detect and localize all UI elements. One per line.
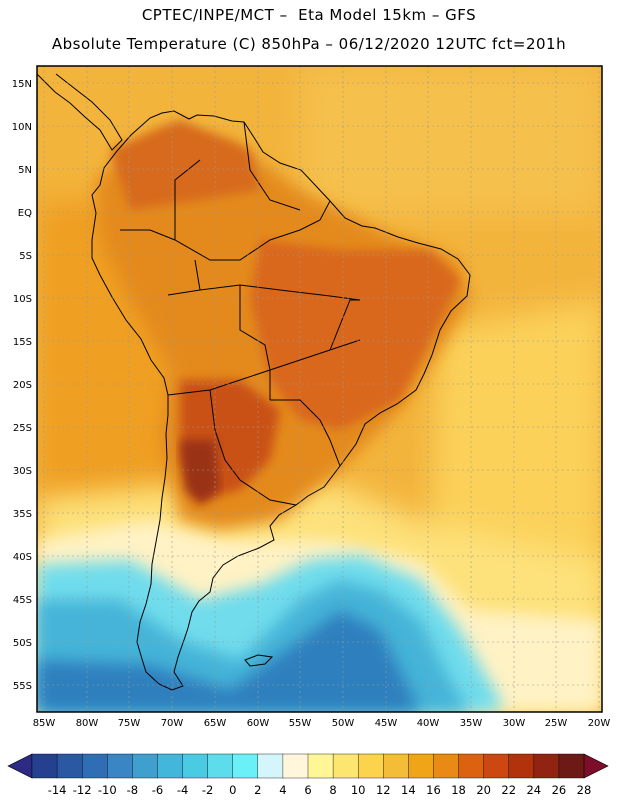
lat-label: 5N bbox=[18, 165, 32, 176]
colorbar-cell bbox=[257, 753, 284, 779]
lat-label: 40S bbox=[13, 552, 32, 563]
colorbar-cell bbox=[433, 753, 460, 779]
colorbar-cell bbox=[282, 753, 309, 779]
colorbar-label: -8 bbox=[127, 783, 138, 797]
graticule bbox=[37, 66, 602, 712]
colorbar-cell bbox=[132, 753, 158, 779]
colorbar-cell bbox=[483, 753, 510, 779]
colorbar-label: 10 bbox=[351, 783, 366, 797]
colorbar-label: 6 bbox=[304, 783, 311, 797]
lat-label: 15N bbox=[12, 79, 32, 90]
lon-label: 80W bbox=[76, 718, 99, 729]
map-title-line2: Absolute Temperature (C) 850hPa – 06/12/… bbox=[51, 35, 567, 53]
map-frame bbox=[36, 65, 603, 713]
lon-label: 45W bbox=[375, 718, 398, 729]
lon-label: 75W bbox=[118, 718, 141, 729]
lat-label: EQ bbox=[18, 208, 32, 219]
colorbar-cell bbox=[157, 753, 184, 779]
colorbar-label: 12 bbox=[376, 783, 391, 797]
colorbar-cell bbox=[458, 753, 485, 779]
lat-label: 25S bbox=[13, 423, 32, 434]
colorbar-label: 16 bbox=[426, 783, 441, 797]
field-north-ocean bbox=[300, 66, 602, 216]
colorbar-labels: -14 -12 -10 -8 -6 -4 -2 0 2 4 6 8 10 12 14 16 18 20 22 24 26… bbox=[48, 783, 592, 797]
lat-label: 15S bbox=[13, 337, 32, 348]
lon-label: 60W bbox=[247, 718, 270, 729]
lat-label: 55S bbox=[13, 681, 32, 692]
lat-label: 35S bbox=[13, 509, 32, 520]
colorbar-label: 20 bbox=[476, 783, 491, 797]
colorbar: -14 -12 -10 -8 -6 -4 -2 0 2 4 6 8 10 12 14 16 18 20 22 24 26… bbox=[7, 753, 609, 797]
colorbar-label: 8 bbox=[329, 783, 336, 797]
lon-label: 40W bbox=[417, 718, 440, 729]
colorbar-cell bbox=[533, 753, 560, 779]
field-brazil-hot bbox=[250, 240, 460, 430]
central-america-coastline bbox=[37, 73, 123, 151]
colorbar-label: -4 bbox=[177, 783, 188, 797]
colorbar-cell bbox=[56, 753, 83, 779]
colorbar-cell bbox=[182, 753, 209, 779]
colorbar-label: 18 bbox=[451, 783, 466, 797]
map-title-line1: CPTEC/INPE/MCT – Eta Model 15km – GFS bbox=[141, 6, 477, 24]
colorbar-label: 22 bbox=[501, 783, 516, 797]
colorbar-cell bbox=[357, 753, 384, 779]
colorbar-label: -12 bbox=[73, 783, 92, 797]
colorbar-label: 24 bbox=[526, 783, 541, 797]
field-coldest-blue bbox=[37, 610, 420, 712]
colorbar-cell bbox=[207, 753, 234, 779]
colorbar-label: -14 bbox=[48, 783, 67, 797]
lat-label: 20S bbox=[13, 380, 32, 391]
lat-label: 30S bbox=[13, 466, 32, 477]
colorbar-cell bbox=[232, 753, 259, 779]
lat-label: 5S bbox=[19, 251, 32, 262]
colorbar-cell bbox=[31, 753, 58, 779]
lon-label: 65W bbox=[204, 718, 227, 729]
lat-label: 10N bbox=[12, 122, 32, 133]
colorbar-label: -2 bbox=[202, 783, 213, 797]
field-andes-north bbox=[110, 120, 260, 210]
colorbar-label: 4 bbox=[279, 783, 286, 797]
colorbar-label: 14 bbox=[401, 783, 416, 797]
lat-label: 10S bbox=[13, 294, 32, 305]
colorbar-low-arrow bbox=[7, 753, 33, 779]
temperature-field bbox=[37, 66, 602, 712]
colorbar-cell bbox=[332, 753, 359, 779]
colorbar-label: -6 bbox=[152, 783, 163, 797]
colorbar-label: 26 bbox=[552, 783, 567, 797]
lat-label: 50S bbox=[13, 638, 32, 649]
colorbar-cell bbox=[107, 753, 133, 779]
latitude-labels: 15N 10N 5N EQ 5S 10S 15S 20S 25S 30S 35S… bbox=[12, 79, 32, 692]
colorbar-cell bbox=[508, 753, 535, 779]
colorbar-label: 28 bbox=[577, 783, 592, 797]
falklands-outline bbox=[244, 654, 274, 667]
colorbar-cell bbox=[307, 753, 334, 779]
colorbar-label: 0 bbox=[229, 783, 236, 797]
lon-label: 55W bbox=[289, 718, 312, 729]
lat-label: 45S bbox=[13, 595, 32, 606]
colorbar-high-arrow bbox=[583, 753, 609, 779]
lon-label: 30W bbox=[503, 718, 526, 729]
longitude-labels: 85W 80W 75W 70W 65W 60W 55W 50W 45W 40W … bbox=[33, 718, 611, 729]
colorbar-label: -10 bbox=[98, 783, 117, 797]
colorbar-cell bbox=[81, 753, 108, 779]
lon-label: 25W bbox=[545, 718, 568, 729]
colorbar-cell bbox=[558, 753, 585, 779]
colorbar-cells bbox=[31, 753, 585, 779]
field-chaco-hottest bbox=[180, 440, 220, 505]
colorbar-label: 2 bbox=[254, 783, 261, 797]
lon-label: 35W bbox=[460, 718, 483, 729]
colorbar-cell bbox=[408, 753, 434, 779]
lon-label: 85W bbox=[33, 718, 56, 729]
lon-label: 50W bbox=[332, 718, 355, 729]
colorbar-cell bbox=[383, 753, 409, 779]
lon-label: 20W bbox=[588, 718, 611, 729]
lon-label: 70W bbox=[161, 718, 184, 729]
